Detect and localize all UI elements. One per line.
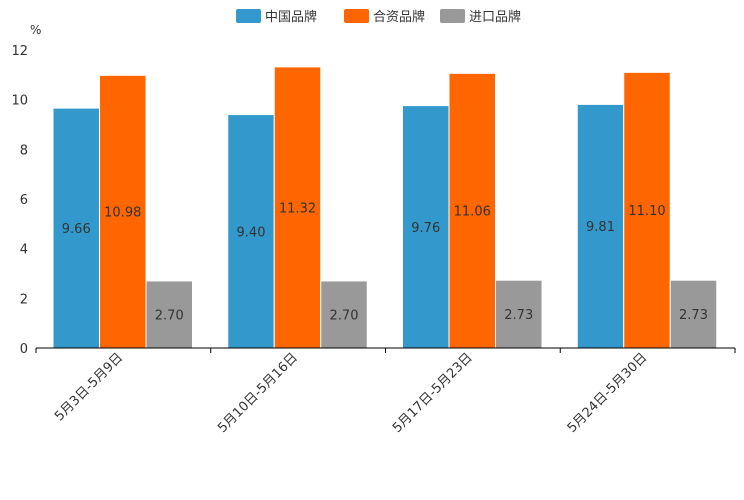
bar[interactable]	[623, 71, 671, 349]
legend-item[interactable]: 中国品牌	[236, 9, 317, 25]
bar-value-label: 2.73	[504, 308, 533, 323]
bar[interactable]	[576, 103, 625, 349]
data-labels-group: 9.66 10.98 2.70 9.40 11.32 2.70 9.76 11.06 2.73 9…	[62, 201, 708, 323]
y-tick-label: 6	[20, 193, 28, 208]
x-tick-label: 5月3日-5月9日	[52, 350, 126, 424]
x-tick-label: 5月10日-5月16日	[215, 350, 301, 436]
bar-value-label: 2.70	[155, 308, 184, 323]
bar[interactable]	[145, 280, 193, 349]
y-tick-label: 4	[20, 243, 28, 258]
x-tick-label: 5月17日-5月23日	[390, 350, 476, 436]
x-tick-label: 5月24日-5月30日	[565, 350, 651, 436]
bar[interactable]	[448, 72, 496, 349]
y-axis-unit-label: %	[30, 23, 41, 37]
legend: 中国品牌 合资品牌 进口品牌	[236, 9, 521, 25]
bar-value-label: 11.32	[279, 201, 316, 216]
bar-value-label: 9.81	[586, 220, 615, 235]
bar-value-label: 10.98	[104, 206, 141, 221]
y-tick-label: 0	[20, 342, 28, 357]
y-tick-label: 8	[20, 143, 28, 158]
legend-item[interactable]: 合资品牌	[344, 9, 425, 25]
bar-value-label: 11.10	[628, 204, 665, 219]
bar-value-label: 9.40	[237, 225, 266, 240]
bar[interactable]	[273, 66, 322, 349]
legend-item[interactable]: 进口品牌	[440, 9, 521, 25]
legend-label: 中国品牌	[265, 9, 317, 25]
legend-swatch	[440, 9, 465, 23]
legend-swatch	[344, 9, 369, 23]
y-axis: 0 2 4 6 8 10 12	[11, 44, 28, 357]
y-tick-label: 2	[20, 292, 28, 307]
bar[interactable]	[52, 107, 100, 349]
bar-value-label: 2.73	[679, 308, 708, 323]
legend-label: 进口品牌	[469, 9, 521, 25]
bar-value-label: 2.70	[330, 308, 359, 323]
bar-value-label: 9.66	[62, 222, 91, 237]
legend-label: 合资品牌	[373, 9, 425, 25]
legend-swatch	[236, 9, 261, 23]
bar[interactable]	[99, 74, 147, 349]
x-axis: 5月3日-5月9日 5月10日-5月16日 5月17日-5月23日 5月24日-5月3…	[35, 347, 736, 436]
bar[interactable]	[669, 279, 718, 349]
bar-value-label: 9.76	[411, 221, 440, 236]
bar[interactable]	[320, 280, 368, 349]
y-tick-label: 12	[11, 44, 28, 59]
bar[interactable]	[227, 114, 275, 349]
y-tick-label: 10	[11, 94, 28, 109]
bar-value-label: 11.06	[454, 205, 491, 220]
bars-group	[52, 66, 718, 349]
